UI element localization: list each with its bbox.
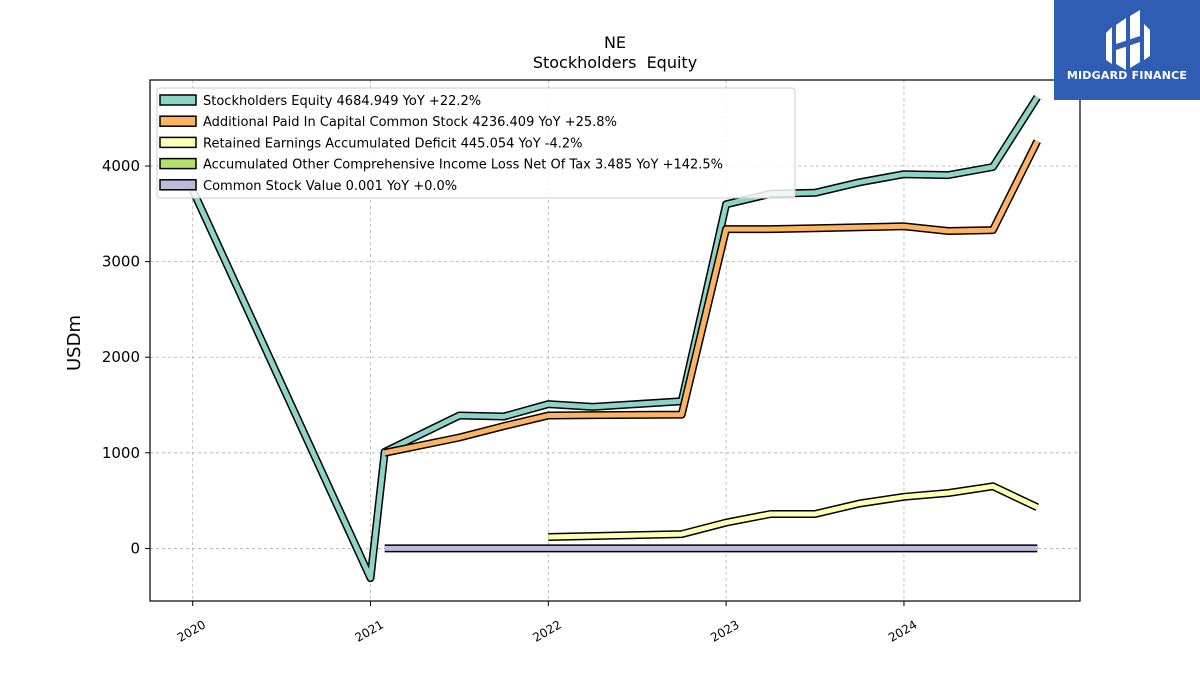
legend-label: Accumulated Other Comprehensive Income L… <box>203 158 723 173</box>
legend-label: Retained Earnings Accumulated Deficit 44… <box>203 136 582 151</box>
series-0 <box>189 95 1041 583</box>
legend-swatch <box>159 136 197 149</box>
x-tick-label: 2021 <box>353 617 386 644</box>
brand-logo: MIDGARD FINANCE <box>1054 0 1200 100</box>
legend-swatch <box>159 115 197 127</box>
y-tick-label: 4000 <box>102 157 140 175</box>
x-tick-label: 2020 <box>175 617 208 644</box>
x-tick-label: 2024 <box>886 617 919 644</box>
y-tick-label: 1000 <box>102 444 140 462</box>
y-tick-label: 3000 <box>102 253 140 271</box>
y-axis-label: USDm <box>64 315 85 371</box>
legend-swatch <box>159 179 197 191</box>
series-1 <box>383 139 1041 457</box>
series-line <box>190 95 1040 581</box>
series-line <box>548 483 1039 540</box>
y-tick-label: 0 <box>130 539 140 557</box>
series-2 <box>548 482 1040 541</box>
legend-label: Stockholders Equity 4684.949 YoY +22.2% <box>203 94 481 109</box>
logo-text: MIDGARD FINANCE <box>1066 69 1188 82</box>
legend: Stockholders Equity 4684.949 YoY +22.2% A… <box>156 87 796 199</box>
series-lines <box>189 95 1041 583</box>
x-tick-label: 2022 <box>530 617 563 644</box>
series-line <box>384 140 1040 456</box>
legend-box <box>156 87 796 199</box>
legend-label: Common Stock Value 0.001 YoY +0.0% <box>203 179 457 194</box>
logo-mark-icon <box>1106 10 1150 70</box>
chart-subtitle: Stockholders Equity <box>533 53 697 72</box>
legend-swatch <box>159 94 197 106</box>
y-tick-label: 2000 <box>102 348 140 366</box>
legend-label: Additional Paid In Capital Common Stock … <box>203 115 617 130</box>
x-tick-label: 2023 <box>708 617 741 644</box>
chart-title: NE <box>604 33 626 52</box>
plot-frame <box>149 79 1081 602</box>
legend-swatch <box>159 157 197 170</box>
